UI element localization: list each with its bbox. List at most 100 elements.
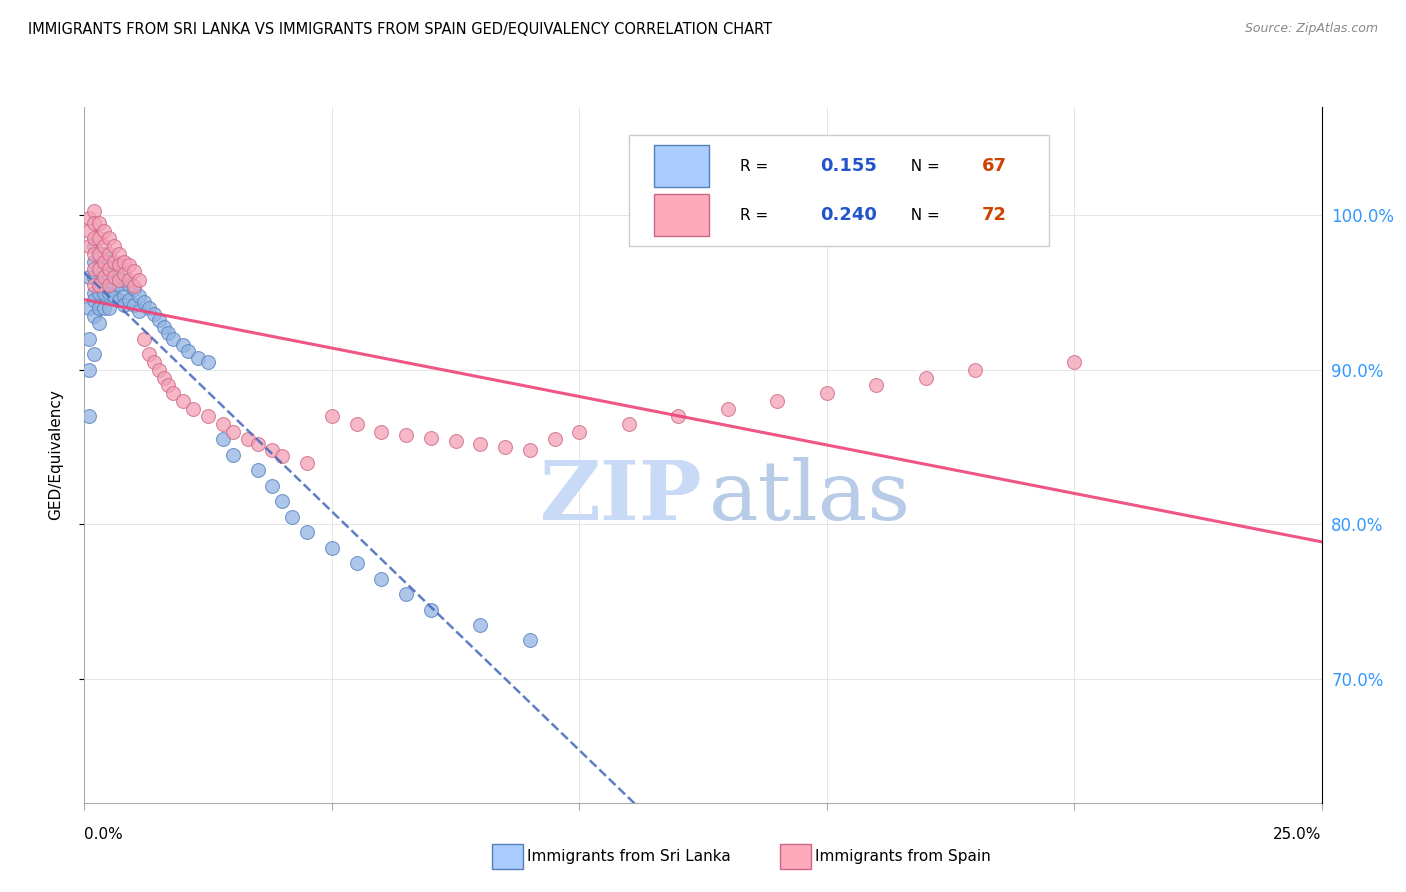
Point <box>470 618 492 632</box>
Point <box>914 370 936 384</box>
Point <box>181 401 204 416</box>
Text: 67: 67 <box>981 157 1007 175</box>
Text: 0.0%: 0.0% <box>84 827 124 841</box>
Point <box>103 288 125 302</box>
Point <box>128 288 150 302</box>
Point <box>122 279 145 293</box>
Point <box>222 448 245 462</box>
Text: 0.240: 0.240 <box>821 206 877 224</box>
Point <box>98 285 121 300</box>
Point <box>112 254 135 268</box>
Point <box>112 267 135 281</box>
Point <box>666 409 689 424</box>
Point <box>187 351 209 365</box>
Point <box>98 254 121 268</box>
Point <box>128 273 150 287</box>
Point <box>172 338 194 352</box>
Point <box>83 277 105 292</box>
Point <box>98 262 121 277</box>
Point <box>89 262 111 277</box>
Point <box>93 270 115 285</box>
Y-axis label: GED/Equivalency: GED/Equivalency <box>49 390 63 520</box>
Text: Immigrants from Sri Lanka: Immigrants from Sri Lanka <box>527 849 731 863</box>
Point <box>1063 355 1085 369</box>
Point <box>118 277 141 292</box>
Point <box>395 427 418 442</box>
Point <box>118 273 141 287</box>
Point <box>212 417 235 431</box>
Point <box>79 332 101 346</box>
Point <box>122 283 145 297</box>
Bar <box>654 194 709 236</box>
Point <box>148 363 170 377</box>
Point <box>617 417 640 431</box>
Point <box>157 326 180 340</box>
Point <box>717 401 740 416</box>
Point <box>83 293 105 308</box>
Text: N =: N = <box>901 159 945 174</box>
Point <box>83 262 105 277</box>
Point <box>321 541 343 555</box>
Point <box>98 231 121 245</box>
Point <box>108 247 131 261</box>
Point <box>346 556 368 570</box>
Point <box>112 288 135 302</box>
Point <box>212 433 235 447</box>
Point <box>568 425 591 439</box>
Text: 0.155: 0.155 <box>821 157 877 175</box>
Point <box>370 425 392 439</box>
Text: 72: 72 <box>981 206 1007 224</box>
Point <box>246 437 269 451</box>
Point <box>103 277 125 292</box>
Point <box>98 301 121 315</box>
Point <box>197 355 219 369</box>
Point <box>132 332 155 346</box>
Point <box>98 270 121 285</box>
Point <box>222 425 245 439</box>
Point <box>93 301 115 315</box>
Text: Source: ZipAtlas.com: Source: ZipAtlas.com <box>1244 22 1378 36</box>
Point <box>89 231 111 245</box>
Point <box>79 301 101 315</box>
Point <box>815 386 838 401</box>
Point <box>89 277 111 292</box>
Point <box>142 355 165 369</box>
Point <box>197 409 219 424</box>
Point <box>108 270 131 285</box>
Text: 25.0%: 25.0% <box>1274 827 1322 841</box>
Point <box>419 431 441 445</box>
Text: R =: R = <box>740 159 773 174</box>
Point <box>271 494 294 508</box>
Text: atlas: atlas <box>709 457 911 537</box>
Point <box>83 347 105 361</box>
Point <box>295 456 318 470</box>
Point <box>93 247 115 261</box>
Point <box>108 277 131 292</box>
Point <box>93 270 115 285</box>
Point <box>543 433 565 447</box>
Point <box>79 409 101 424</box>
Point <box>112 298 135 312</box>
Point <box>444 434 467 448</box>
Text: Immigrants from Spain: Immigrants from Spain <box>815 849 991 863</box>
Point <box>83 270 105 285</box>
Point <box>142 307 165 321</box>
Point <box>83 231 105 245</box>
Point <box>395 587 418 601</box>
Point <box>83 285 105 300</box>
Point <box>83 247 105 261</box>
Point <box>83 309 105 323</box>
Point <box>157 378 180 392</box>
Point <box>152 370 174 384</box>
Point <box>162 386 184 401</box>
Text: R =: R = <box>740 208 773 222</box>
Text: ZIP: ZIP <box>540 457 703 537</box>
Point <box>122 264 145 278</box>
Point <box>79 363 101 377</box>
Point <box>162 332 184 346</box>
Point <box>89 247 111 261</box>
Point <box>89 277 111 292</box>
Point <box>246 463 269 477</box>
Point <box>494 440 516 454</box>
Point <box>519 633 541 648</box>
